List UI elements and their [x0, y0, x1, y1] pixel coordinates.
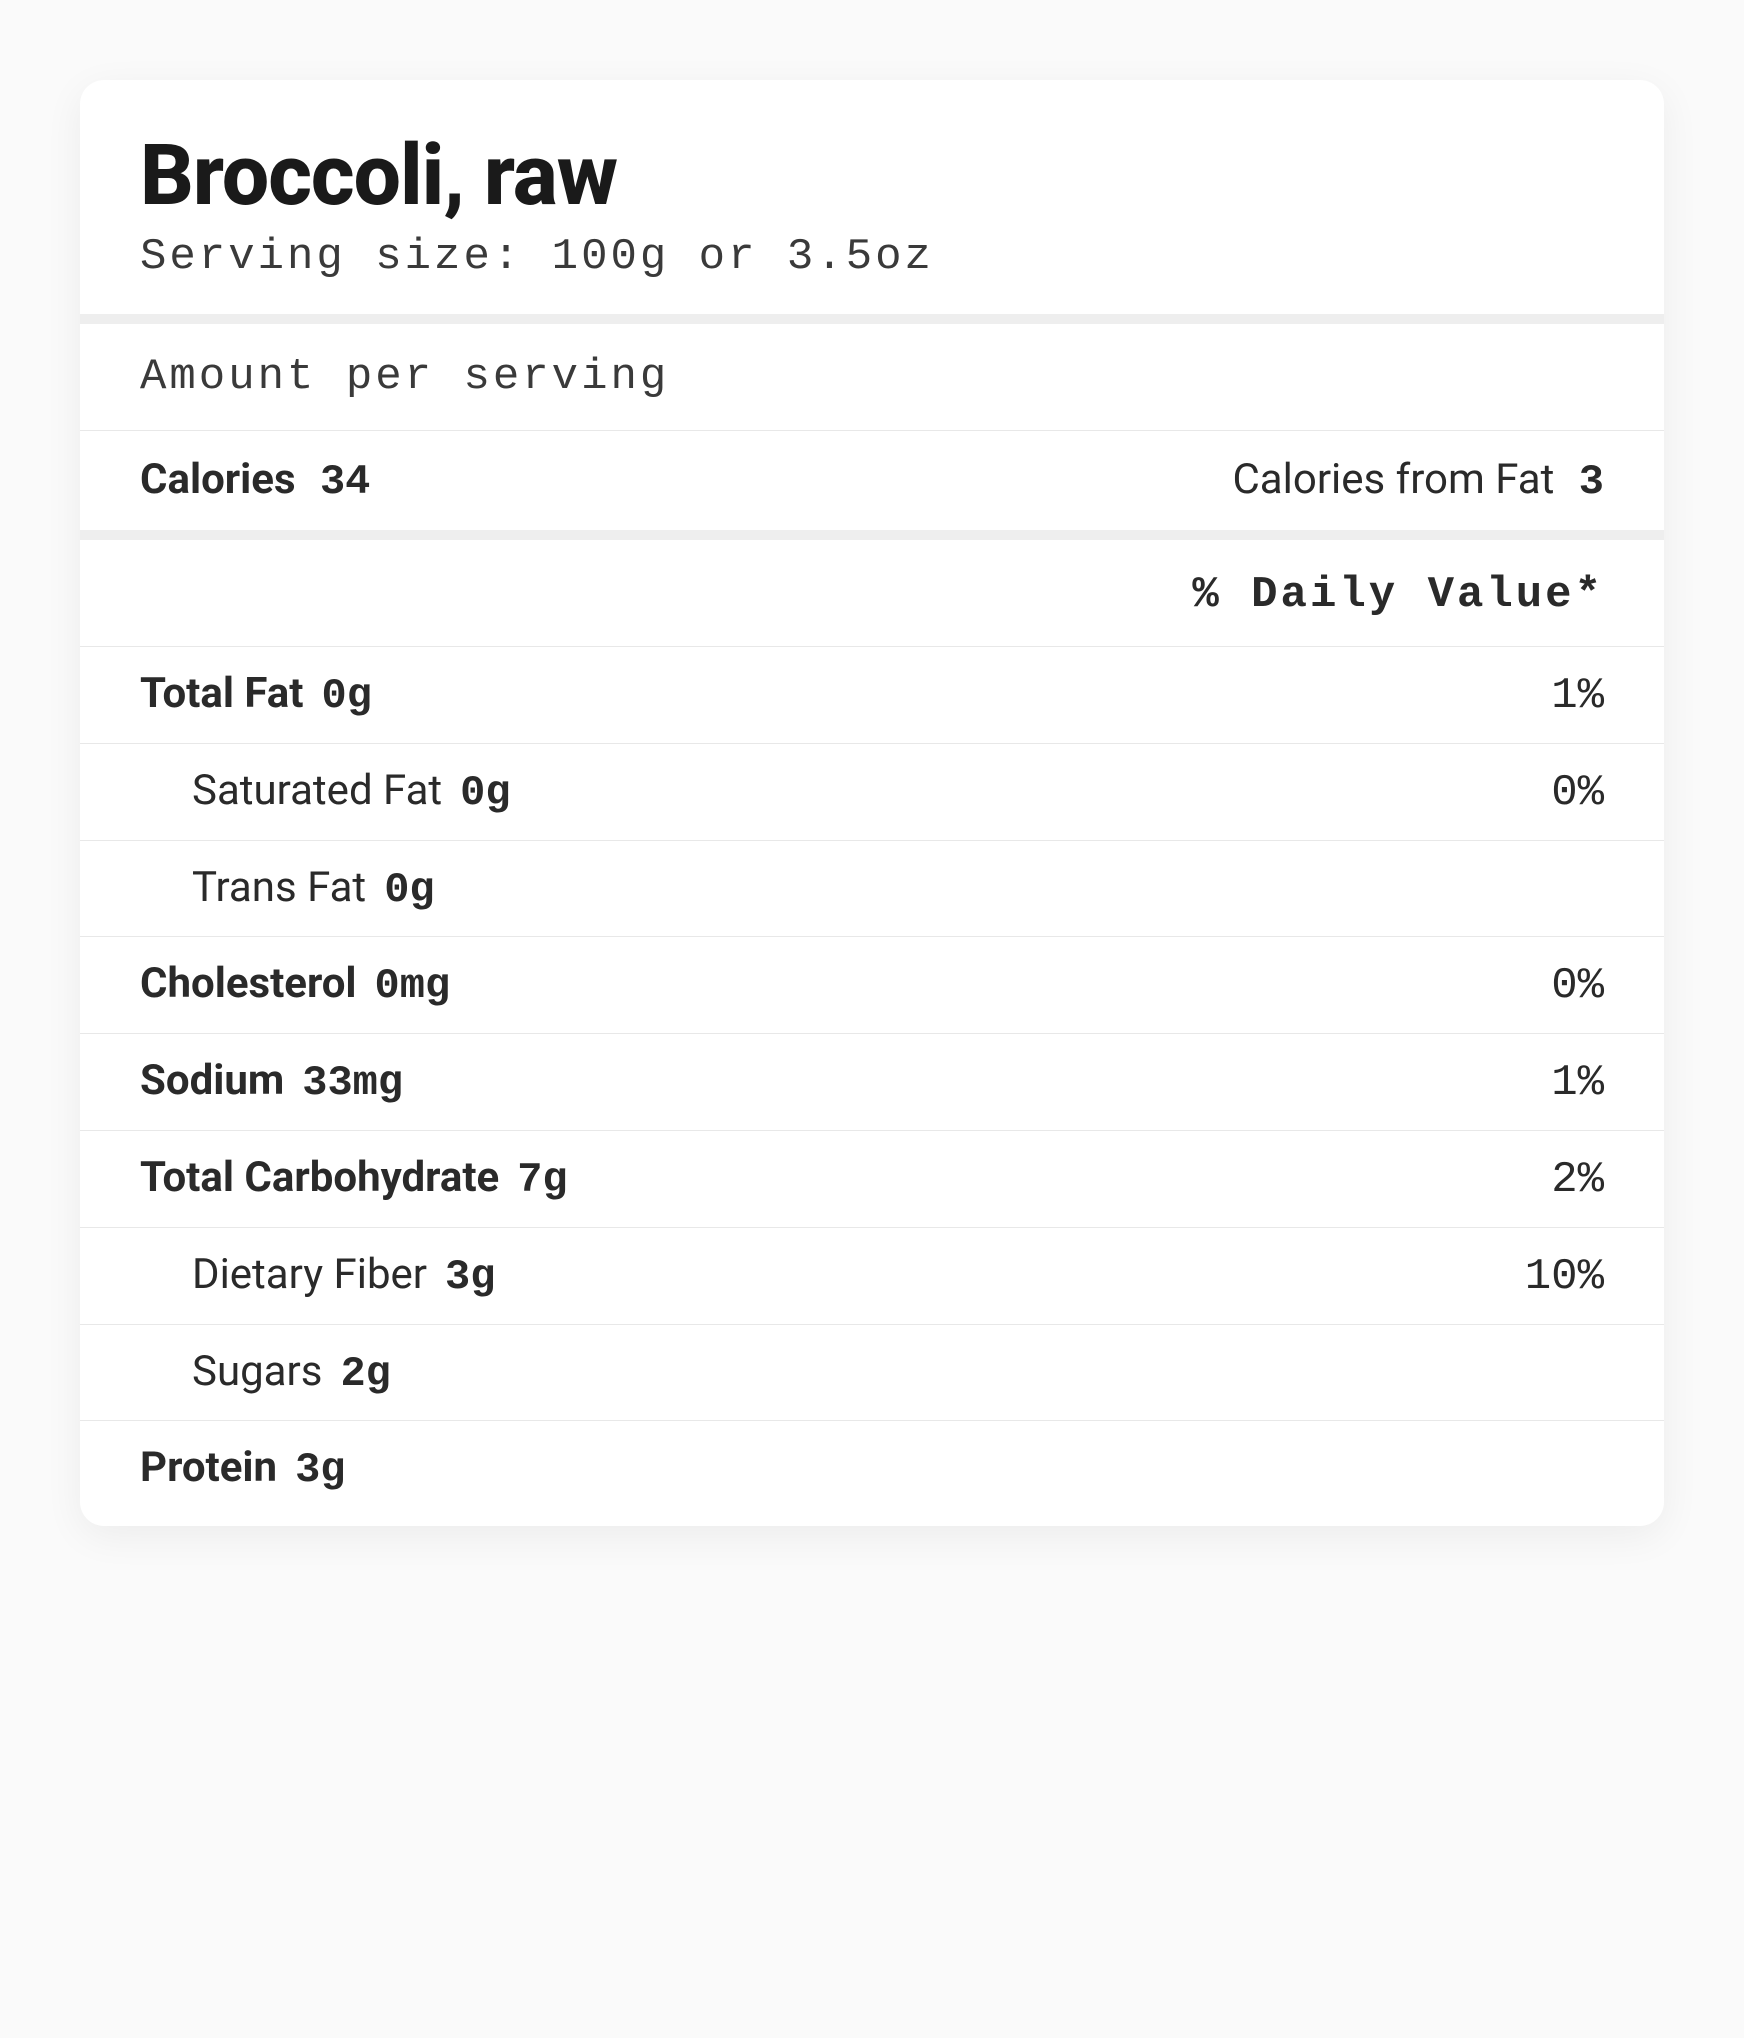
- nutrient-label: Trans Fat: [192, 863, 366, 912]
- nutrient-left: Cholesterol 0mg: [140, 959, 450, 1010]
- nutrition-card: Broccoli, raw Serving size: 100g or 3.5o…: [80, 80, 1664, 1526]
- nutrient-left: Total Fat 0g: [140, 669, 372, 720]
- nutrient-value: 3g: [295, 1446, 345, 1494]
- nutrient-label: Cholesterol: [140, 959, 357, 1008]
- calories-left: Calories 34: [140, 455, 370, 506]
- nutrient-label: Sugars: [192, 1347, 322, 1396]
- calories-label: Calories: [140, 455, 296, 504]
- nutrient-label: Protein: [140, 1443, 277, 1492]
- nutrient-daily-value: 2%: [1551, 1155, 1604, 1205]
- nutrient-row: Total Fat 0g 1%: [80, 647, 1664, 744]
- card-header: Broccoli, raw Serving size: 100g or 3.5o…: [80, 80, 1664, 324]
- food-title: Broccoli, raw: [140, 130, 1604, 222]
- calories-from-fat-value: 3: [1579, 458, 1604, 506]
- nutrient-value: 0mg: [375, 962, 451, 1010]
- nutrient-value: 7g: [517, 1156, 567, 1204]
- nutrient-value: 0g: [384, 866, 434, 914]
- nutrient-value: 2g: [340, 1350, 390, 1398]
- nutrient-value: 3g: [445, 1253, 495, 1301]
- nutrient-row: Saturated Fat 0g 0%: [80, 744, 1664, 841]
- nutrient-row: Protein 3g: [80, 1421, 1664, 1516]
- nutrient-value: 33mg: [302, 1059, 403, 1107]
- nutrient-label: Dietary Fiber: [192, 1250, 427, 1299]
- nutrient-row: Sodium 33mg 1%: [80, 1034, 1664, 1131]
- nutrient-value: 0g: [460, 769, 510, 817]
- nutrient-left: Total Carbohydrate 7g: [140, 1153, 568, 1204]
- nutrient-label: Total Carbohydrate: [140, 1153, 499, 1202]
- card-padding: [80, 1516, 1664, 1526]
- nutrient-left: Sodium 33mg: [140, 1056, 403, 1107]
- nutrient-row: Dietary Fiber 3g 10%: [80, 1228, 1664, 1325]
- calories-from-fat-label: Calories from Fat: [1232, 455, 1554, 504]
- nutrient-label: Saturated Fat: [192, 766, 442, 815]
- nutrient-left: Dietary Fiber 3g: [140, 1250, 495, 1301]
- nutrient-daily-value: 0%: [1551, 961, 1604, 1011]
- nutrient-left: Saturated Fat 0g: [140, 766, 511, 817]
- nutrient-daily-value: 0%: [1551, 768, 1604, 818]
- nutrient-label: Total Fat: [140, 669, 303, 718]
- nutrient-row: Trans Fat 0g: [80, 841, 1664, 937]
- nutrient-label: Sodium: [140, 1056, 284, 1105]
- nutrient-left: Protein 3g: [140, 1443, 346, 1494]
- nutrient-daily-value: 1%: [1551, 671, 1604, 721]
- calories-from-fat: Calories from Fat 3: [1232, 455, 1604, 506]
- daily-value-header: % Daily Value*: [80, 540, 1664, 647]
- nutrient-daily-value: 1%: [1551, 1058, 1604, 1108]
- serving-size: Serving size: 100g or 3.5oz: [140, 232, 1604, 282]
- nutrient-left: Sugars 2g: [140, 1347, 391, 1398]
- nutrient-row: Total Carbohydrate 7g 2%: [80, 1131, 1664, 1228]
- nutrient-left: Trans Fat 0g: [140, 863, 435, 914]
- nutrient-row: Cholesterol 0mg 0%: [80, 937, 1664, 1034]
- calories-value: 34: [320, 458, 370, 506]
- nutrient-daily-value: 10%: [1525, 1252, 1604, 1302]
- calories-row: Calories 34 Calories from Fat 3: [80, 431, 1664, 540]
- nutrient-value: 0g: [321, 672, 371, 720]
- nutrient-row: Sugars 2g: [80, 1325, 1664, 1421]
- amount-per-serving: Amount per serving: [80, 324, 1664, 431]
- nutrients-list: Total Fat 0g 1% Saturated Fat 0g 0% Trans Fat 0…: [80, 647, 1664, 1516]
